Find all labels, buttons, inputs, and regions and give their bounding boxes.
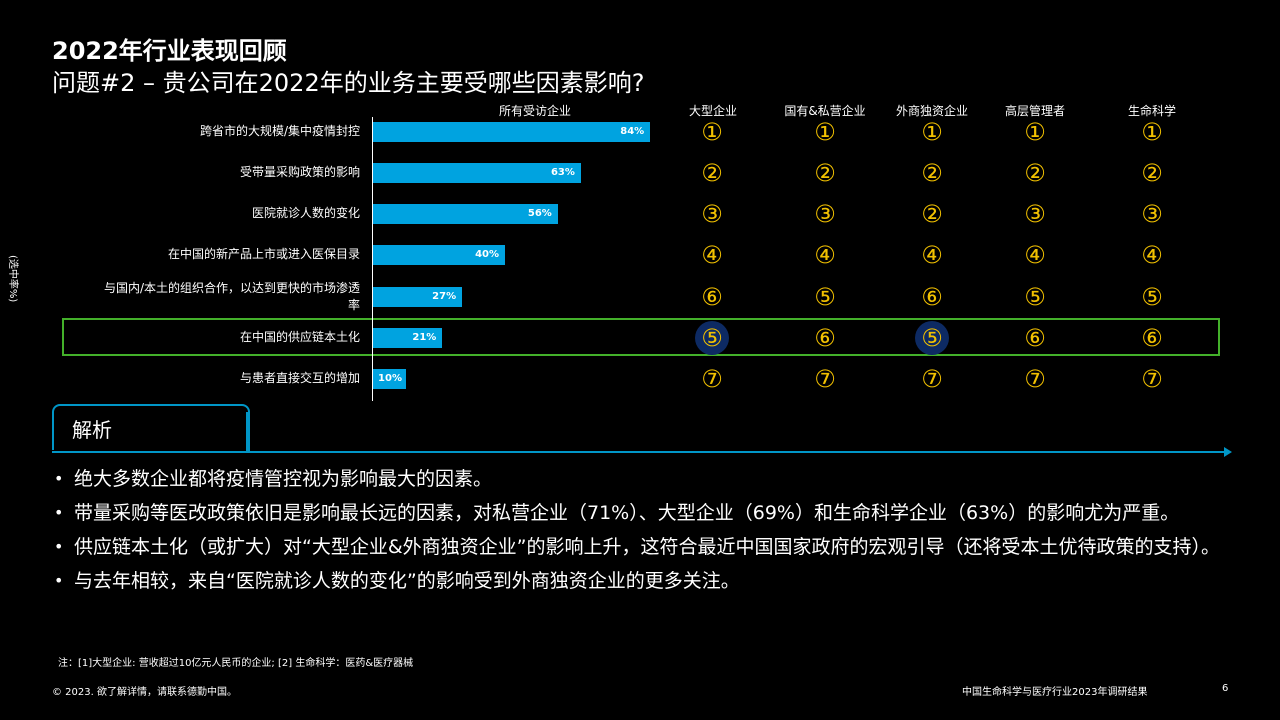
rank-senior: ① [1024,118,1046,146]
rank-life: ② [1141,159,1163,187]
rank-foreign: ⑥ [921,283,943,311]
rank-foreign: ② [921,200,943,228]
bar-value-label: 84% [620,126,645,137]
rank-large: ② [701,159,723,187]
bullet-item: 供应链本土化（或扩大）对“大型企业&外商独资企业”的影响上升，这符合最近中国国家… [52,534,1242,560]
rank-senior: ④ [1024,241,1046,269]
rank-foreign: ④ [921,241,943,269]
arrow-right-icon [1224,447,1232,457]
bar [373,122,651,142]
bar-value-label: 63% [550,167,575,178]
rank-soe_private: ② [814,159,836,187]
rank-large: ③ [701,200,723,228]
rank-soe_private: ⑥ [814,324,836,352]
report-title: 中国生命科学与医疗行业2023年调研结果 [962,687,1148,698]
rank-large: ① [701,118,723,146]
page-title: 2022年行业表现回顾 [52,37,287,65]
rank-senior: ③ [1024,200,1046,228]
rank-soe_private: ④ [814,241,836,269]
rank-soe_private: ① [814,118,836,146]
rank-foreign: ⑤ [915,321,949,355]
rank-life: ④ [1141,241,1163,269]
bar [373,287,463,307]
bar-value-label: 21% [412,332,437,343]
rank-life: ⑥ [1141,324,1163,352]
chart-axis-line [372,117,373,401]
rank-foreign: ② [921,159,943,187]
category-label: 与国内/本土的组织合作，以达到更快的市场渗透率 [103,281,360,312]
rank-large: ④ [701,241,723,269]
rank-soe_private: ⑦ [814,365,836,393]
header-large: 大型企业 [688,104,737,118]
highlight-row-box [62,318,1220,356]
copyright: © 2023. 欲了解详情，请联系德勤中国。 [52,687,237,698]
header-senior: 高层管理者 [1004,104,1065,118]
bar [373,204,558,224]
bar [373,163,581,183]
rank-life: ⑤ [1141,283,1163,311]
rank-senior: ② [1024,159,1046,187]
rank-large: ⑦ [701,365,723,393]
header-all-respondents: 所有受访企业 [498,104,571,118]
rank-senior: ⑤ [1024,283,1046,311]
category-label: 在中国的供应链本土化 [239,330,360,344]
rank-large: ⑥ [701,283,723,311]
y-axis-note: (选中率%) [7,255,18,303]
bar [373,369,406,389]
category-label: 医院就诊人数的变化 [251,206,360,220]
rank-soe_private: ⑤ [814,283,836,311]
category-label: 受带量采购政策的影响 [239,165,360,179]
rank-life: ⑦ [1141,365,1163,393]
page-subtitle: 问题#2 – 贵公司在2022年的业务主要受哪些因素影响? [52,69,645,97]
header-soe-private: 国有&私营企业 [784,104,866,118]
category-label: 在中国的新产品上市或进入医保目录 [167,247,360,261]
rank-foreign: ⑦ [921,365,943,393]
bullet-item: 绝大多数企业都将疫情管控视为影响最大的因素。 [52,466,1242,492]
bullet-item: 带量采购等医改政策依旧是影响最长远的因素，对私营企业（71%）、大型企业（69%… [52,500,1242,526]
category-label: 与患者直接交互的增加 [239,371,360,385]
bar [373,245,505,265]
bar-value-label: 10% [378,373,402,384]
rank-soe_private: ③ [814,200,836,228]
rank-large: ⑤ [695,321,729,355]
header-foreign: 外商独资企业 [895,104,968,118]
bar [373,328,443,348]
rank-senior: ⑦ [1024,365,1046,393]
rank-life: ③ [1141,200,1163,228]
bar-value-label: 56% [527,208,552,219]
category-label: 跨省市的大规模/集中疫情封控 [199,124,360,138]
bar-value-label: 40% [475,249,499,260]
bullet-item: 与去年相较，来自“医院就诊人数的变化”的影响受到外商独资企业的更多关注。 [52,568,1242,594]
bar-value-label: 27% [432,291,457,302]
rank-foreign: ① [921,118,943,146]
analysis-label: 解析 [72,418,112,442]
analysis-bullets: 绝大多数企业都将疫情管控视为影响最大的因素。 带量采购等医改政策依旧是影响最长远… [52,466,1242,602]
analysis-tab [52,404,250,452]
rank-life: ① [1141,118,1163,146]
analysis-divider [52,451,1227,453]
rank-senior: ⑥ [1024,324,1046,352]
footnote: 注：[1]大型企业: 营收超过10亿元人民币的企业; [2] 生命科学：医药&医… [58,658,414,669]
page-number: 6 [1222,683,1229,694]
header-life-science: 生命科学 [1127,104,1176,118]
